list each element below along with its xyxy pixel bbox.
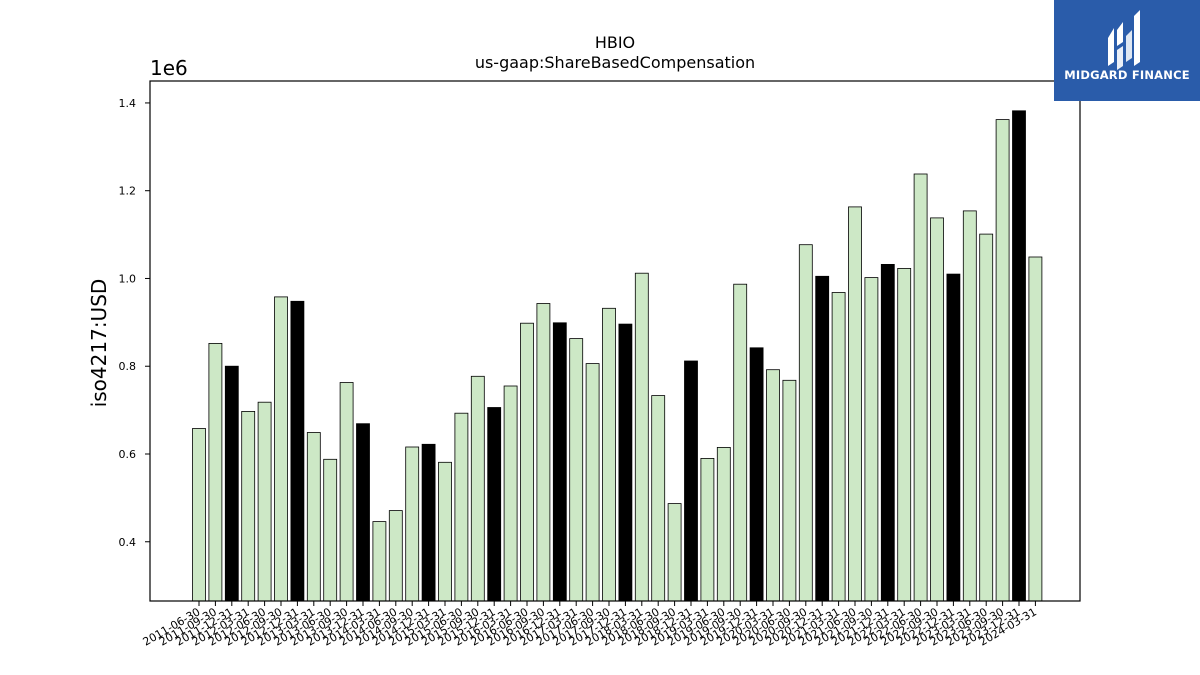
bar-2020-03-31 [766,369,780,602]
bar-2016-03-31 [503,385,518,602]
bar-2016-06-30 [520,322,534,602]
bar-2018-09-30 [667,503,682,602]
logo-background [1054,0,1200,101]
bar-2022-09-30 [930,217,944,602]
bar-2017-03-31 [569,338,584,602]
bar-2011-06-30 [192,428,206,602]
bar-2019-09-30 [733,283,748,602]
bar-2017-06-30 [585,363,600,602]
bar-2013-03-31 [306,432,321,602]
bar-2013-12-31 [356,423,370,602]
bar-2021-03-31 [831,292,846,602]
bar-2013-09-30 [339,382,354,602]
bar-2017-12-31 [618,323,633,602]
bar-2014-12-31 [421,443,436,602]
bar-2023-03-31 [962,210,977,602]
y-tick-label: 1.0 [119,272,137,285]
midgard-finance-logo: MIDGARD FINANCE [1054,0,1200,101]
bar-2023-12-31 [1012,110,1026,602]
bar-2014-03-31 [372,521,387,602]
bar-series [192,110,1043,602]
bar-2024-03-31 [1028,256,1043,602]
bar-2023-09-30 [995,119,1010,602]
bar-2021-06-30 [848,206,862,602]
bar-2023-06-30 [979,233,994,602]
bar-2019-03-31 [700,457,715,602]
logo-text: MIDGARD FINANCE [1064,68,1190,82]
bar-2018-12-31 [684,360,698,602]
bar-2022-06-30 [913,173,928,602]
y-offset-label: 1e6 [150,56,188,80]
y-tick-label: 1.4 [119,97,137,110]
bar-2022-03-31 [897,267,912,602]
bar-2021-12-31 [880,263,895,602]
bar-2021-09-30 [864,277,879,602]
bar-2015-12-31 [487,407,502,602]
bar-2017-09-30 [602,307,616,602]
plot-frame [149,80,1081,602]
bar-2022-12-31 [946,273,961,602]
bar-2015-03-31 [438,461,452,602]
bar-2019-06-30 [716,446,731,602]
logo-mark-icon [1108,10,1140,70]
y-tick-label: 0.6 [119,448,137,461]
y-axis: 0.4 0.6 0.8 1.0 1.2 1.4 [119,97,150,549]
bar-2016-09-30 [536,303,551,602]
bar-2018-03-31 [634,272,649,602]
bar-2011-09-30 [208,342,223,602]
bar-2016-12-31 [552,322,567,602]
y-tick-label: 1.2 [119,185,137,198]
x-axis: 2011-06-302011-09-302011-12-312012-03-31… [141,601,1039,649]
bar-2012-06-30 [257,401,272,602]
bar-2019-12-31 [749,347,764,602]
bar-2020-09-30 [798,244,813,602]
bar-2012-09-30 [274,296,288,602]
bar-2014-09-30 [405,446,420,602]
bar-2015-09-30 [470,375,485,602]
bar-2014-06-30 [388,510,403,602]
bar-2020-06-30 [782,379,797,602]
bar-2013-06-30 [323,458,338,602]
bar-2011-12-31 [224,365,239,602]
bar-2012-12-31 [290,300,305,602]
bar-2012-03-31 [241,410,256,602]
y-tick-label: 0.4 [119,536,137,549]
bar-2020-12-31 [815,275,830,602]
chart-title: HBIO [595,33,635,52]
y-axis-label: iso4217:USD [87,279,111,408]
y-tick-label: 0.8 [119,360,137,373]
bar-2018-06-30 [651,395,666,602]
chart-subtitle: us-gaap:ShareBasedCompensation [475,53,755,72]
bar-2015-06-30 [454,412,469,602]
